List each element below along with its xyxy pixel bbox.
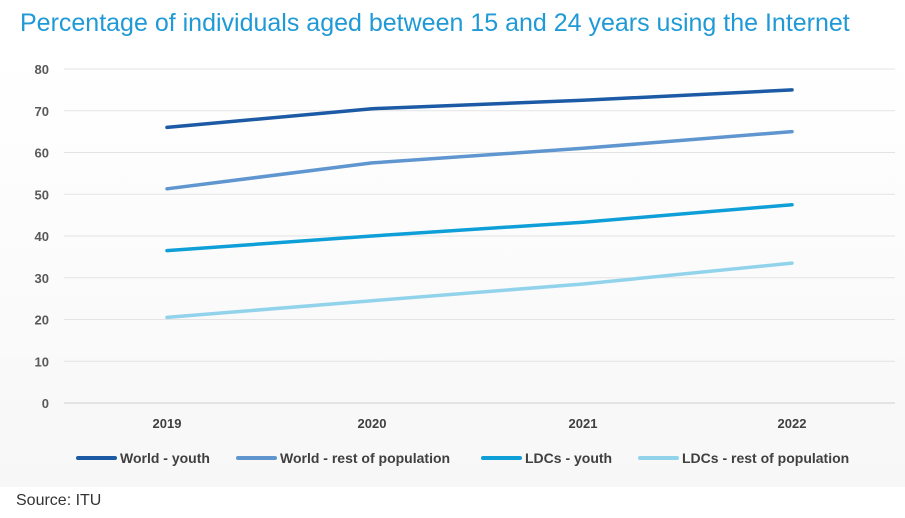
line-chart: 0 10 20 30 40 50 60 70 80 2019 2020 2021 2022 World… — [35, 62, 895, 466]
y-tick-label: 40 — [35, 229, 49, 244]
series-lines — [165, 88, 794, 320]
y-tick-label: 10 — [35, 354, 49, 369]
y-tick-label: 20 — [35, 313, 49, 328]
y-tick-label: 80 — [35, 62, 49, 77]
y-axis: 0 10 20 30 40 50 60 70 80 — [35, 62, 49, 411]
chart-title: Percentage of individuals aged between 1… — [20, 9, 850, 37]
series-line-4 — [165, 261, 794, 320]
legend-label: LDCs - rest of population — [682, 450, 849, 466]
x-axis: 2019 2020 2021 2022 — [153, 416, 807, 431]
legend-label: World - rest of population — [280, 450, 450, 466]
y-tick-label: 50 — [35, 187, 49, 202]
series-line-3 — [165, 202, 794, 253]
x-tick-label: 2022 — [778, 416, 807, 431]
legend-label: World - youth — [120, 450, 210, 466]
series-line-2 — [165, 129, 794, 191]
y-tick-label: 70 — [35, 104, 49, 119]
gridlines — [64, 68, 895, 404]
legend-label: LDCs - youth — [525, 450, 612, 466]
y-tick-label: 60 — [35, 146, 49, 161]
x-tick-label: 2019 — [153, 416, 182, 431]
series-line-1 — [165, 88, 794, 130]
x-tick-label: 2020 — [358, 416, 387, 431]
y-tick-label: 0 — [42, 396, 49, 411]
legend: World - youth World - rest of population L… — [76, 450, 849, 466]
y-tick-label: 30 — [35, 271, 49, 286]
source-note: Source: ITU — [16, 492, 102, 509]
x-tick-label: 2021 — [569, 416, 598, 431]
chart-background — [0, 55, 905, 487]
